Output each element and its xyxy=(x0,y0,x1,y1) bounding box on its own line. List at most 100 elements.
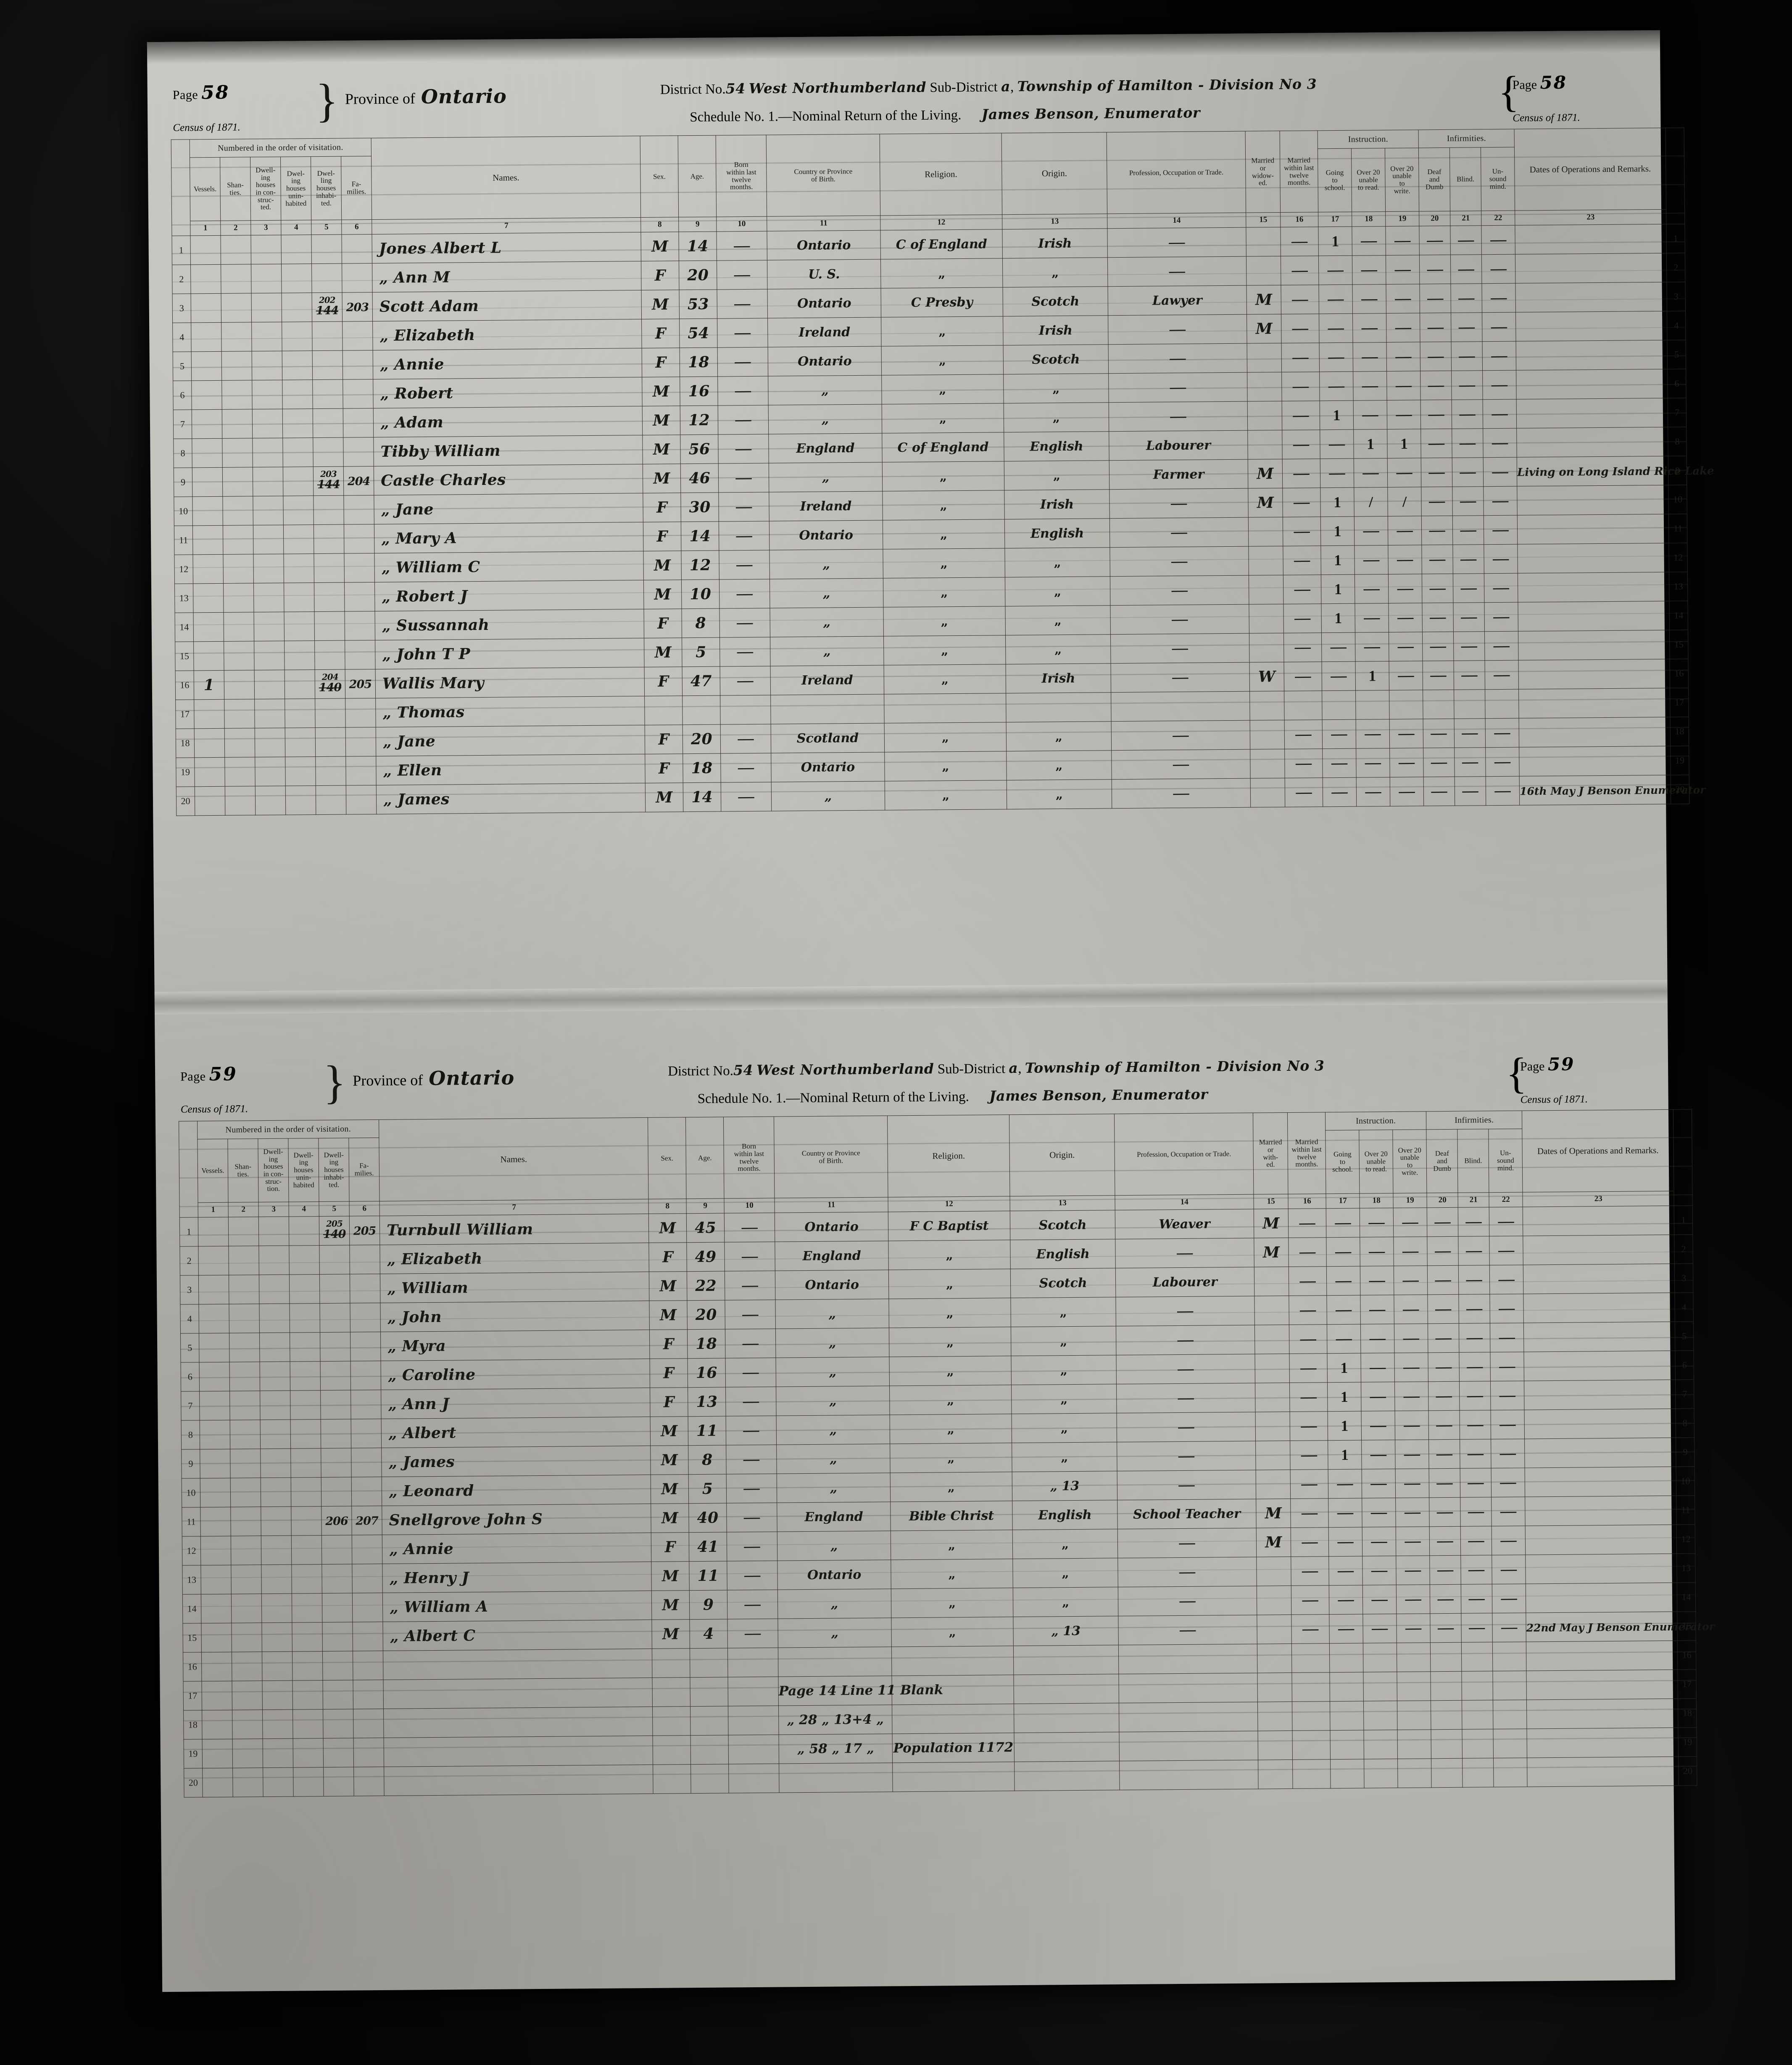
masthead-page-2: Page 59 Census of 1871. } Province of Ont… xyxy=(155,1049,1668,1121)
cell-name xyxy=(383,1707,653,1738)
cell-dwell-constructing xyxy=(253,467,283,496)
col-sex-head-2: Sex. xyxy=(648,1117,687,1199)
colnum-1-p2: 1 xyxy=(198,1202,229,1217)
cell-name: „ Elizabeth xyxy=(379,1243,649,1274)
row-number-left: 13 xyxy=(174,583,194,613)
cell-dwell-uninhabited xyxy=(283,553,314,583)
cell-shanties xyxy=(221,293,252,323)
colnum-1-p1: 1 xyxy=(190,221,221,236)
cell-families xyxy=(344,611,375,641)
cell-blind: — xyxy=(1450,225,1482,255)
cell-occupation xyxy=(1111,691,1250,722)
cell-dwell-inhabited xyxy=(323,1709,354,1738)
cell-married-widowed xyxy=(1255,1354,1290,1383)
cell-remarks xyxy=(1523,1322,1676,1352)
cell-religion: „ xyxy=(881,374,1004,405)
cell-unsound-mind: — xyxy=(1492,1526,1526,1555)
cell-unsound-mind xyxy=(1493,1758,1528,1787)
cell-going-to-school: 1 xyxy=(1320,400,1354,430)
cell-shanties xyxy=(228,1217,259,1246)
cell-over20-unable-write: — xyxy=(1395,1439,1429,1469)
cell-deaf-and-dumb: — xyxy=(1419,226,1451,255)
cell-over20-unable-read: — xyxy=(1361,1440,1396,1470)
cell-married-last-twelve: — xyxy=(1284,748,1323,778)
cell-birthplace: Ontario xyxy=(767,230,881,261)
cell-name xyxy=(383,1649,653,1680)
cell-occupation: Lawyer xyxy=(1108,285,1247,316)
cell-over20-unable-write: — xyxy=(1396,1584,1430,1614)
col-dwell-uninhabited-head-2: Dwell-ing houses unin-habited xyxy=(288,1138,319,1202)
cell-families xyxy=(345,727,376,757)
cell-shanties xyxy=(229,1304,260,1333)
census-page-1: Page 58 Census of 1871. } Province of Ont… xyxy=(148,68,1714,816)
col-school-head-2: Going to school. xyxy=(1325,1130,1360,1194)
cell-origin: „ xyxy=(1007,779,1112,809)
cell-families xyxy=(352,1593,383,1622)
col-remarks-head-2: Dates of Operations and Remarks. xyxy=(1522,1109,1674,1193)
cell-dwell-uninhabited xyxy=(284,640,315,670)
census-sheet: Page 58 Census of 1871. } Province of Ont… xyxy=(147,30,1715,1992)
province-line-page-2: Province of Ontario xyxy=(353,1066,514,1090)
colnum-12-p2: 12 xyxy=(888,1196,1010,1212)
cell-birthplace: „ xyxy=(777,1530,891,1561)
cell-families xyxy=(352,1564,383,1593)
row-number-right: 2 xyxy=(1666,253,1686,282)
row-number-left: 9 xyxy=(181,1449,200,1479)
row-number-right: 16 xyxy=(1677,1640,1696,1670)
cell-remarks xyxy=(1523,1264,1675,1294)
cell-over20-unable-read: — xyxy=(1360,1208,1394,1238)
col-religion-head-2: Religion. xyxy=(887,1114,1010,1197)
cell-birthplace xyxy=(778,1646,892,1677)
page-label-right-page-1: Page 58 xyxy=(1512,72,1568,93)
cell-married-widowed: M xyxy=(1254,1238,1289,1267)
col-birthplace-head-1: Country or Province of Birth. xyxy=(766,134,880,217)
cell-married-last-twelve: — xyxy=(1281,342,1320,372)
colnum-2-p1: 2 xyxy=(220,220,251,236)
cell-remarks xyxy=(1523,1293,1675,1323)
cell-married-widowed xyxy=(1257,1586,1291,1615)
cell-shanties xyxy=(228,1246,259,1275)
cell-going-to-school xyxy=(1329,1643,1363,1673)
cell-name: „ Adam xyxy=(373,406,643,437)
cell-families xyxy=(344,582,375,612)
cell-deaf-and-dumb: — xyxy=(1427,1236,1459,1266)
cell-born-last-twelve: — xyxy=(727,1619,778,1648)
cell-married-widowed xyxy=(1250,778,1285,808)
colnum-18-p2: 18 xyxy=(1360,1193,1394,1209)
cell-going-to-school: — xyxy=(1319,284,1353,314)
cell-occupation: — xyxy=(1108,314,1247,345)
cell-sex: M xyxy=(641,290,680,319)
cell-birthplace: Ontario xyxy=(777,1559,891,1590)
cell-birthplace: „ xyxy=(771,781,885,811)
enumerator-signature-page-2: James Benson, Enumerator xyxy=(989,1086,1208,1104)
col-origin-head-1: Origin. xyxy=(1001,132,1107,215)
cell-born-last-twelve xyxy=(720,695,771,725)
colnum-15-p1: 15 xyxy=(1246,212,1281,228)
row-number-head-right-2 xyxy=(1673,1109,1693,1206)
province-value-page-1: Ontario xyxy=(421,84,507,108)
cell-remarks xyxy=(1523,1206,1674,1236)
cell-vessels xyxy=(191,351,222,381)
cell-families xyxy=(352,1622,383,1651)
cell-married-widowed xyxy=(1254,1296,1289,1325)
row-number-left: 5 xyxy=(180,1333,200,1363)
cell-over20-unable-read: — xyxy=(1352,226,1386,256)
row-number-right: 3 xyxy=(1674,1263,1693,1293)
cell-birthplace: England xyxy=(768,433,883,464)
cell-married-widowed xyxy=(1257,1644,1292,1673)
cell-dwell-uninhabited xyxy=(281,263,312,293)
colnum-6-p1: 6 xyxy=(341,219,372,235)
cell-sex: M xyxy=(650,1445,689,1475)
cell-going-to-school: — xyxy=(1328,1469,1362,1499)
cell-married-widowed xyxy=(1257,1673,1292,1702)
cell-deaf-and-dumb: — xyxy=(1422,574,1454,603)
cell-origin: English xyxy=(1004,431,1109,461)
cell-occupation: — xyxy=(1117,1557,1257,1587)
cell-age: 49 xyxy=(686,1242,725,1272)
cell-remarks xyxy=(1525,1467,1676,1497)
cell-unsound-mind: — xyxy=(1491,1410,1525,1439)
row-number-right: 13 xyxy=(1669,572,1688,601)
cell-name: „ William C xyxy=(374,551,644,582)
cell-over20-unable-write: — xyxy=(1393,1236,1428,1266)
cell-birthplace: „ xyxy=(777,1617,892,1648)
